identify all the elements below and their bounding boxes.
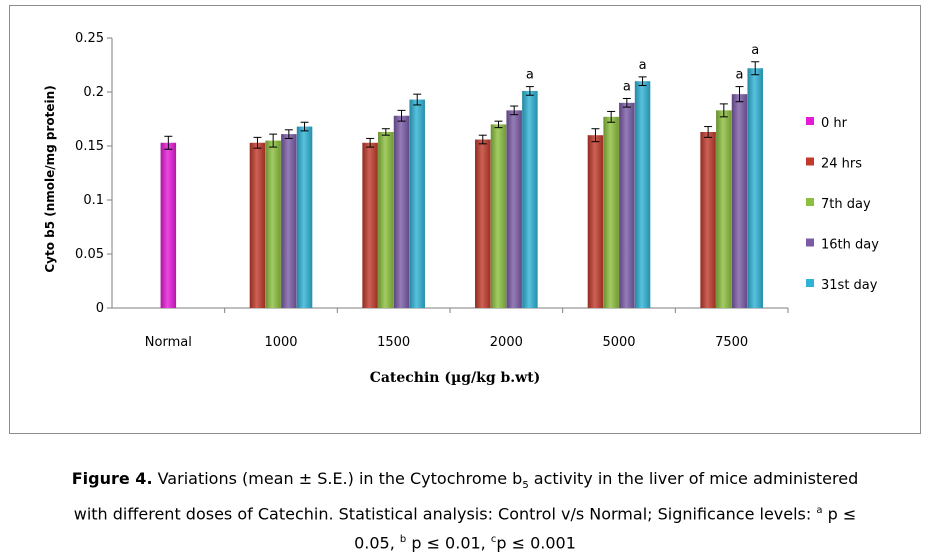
caption-text-1: Variations (mean ± S.E.) in the Cytochro… (152, 469, 523, 488)
y-tick-label: 0.1 (83, 193, 104, 208)
bar (475, 139, 491, 308)
x-category-label: 1500 (377, 335, 410, 350)
x-category-label: 2000 (490, 335, 523, 350)
significance-label: a (623, 79, 631, 94)
significance-label: a (526, 68, 534, 83)
bar (506, 110, 522, 308)
bar (619, 102, 635, 308)
bar (587, 135, 604, 308)
caption-line-1: Figure 4. Variations (mean ± S.E.) in th… (0, 466, 930, 498)
legend-label: 16th day (821, 238, 879, 253)
bar (716, 110, 732, 308)
significance-label: a (736, 68, 744, 83)
bar (378, 131, 394, 308)
legend-swatch (806, 157, 814, 166)
x-category-label: 1000 (264, 335, 297, 350)
caption-sup-c: c (490, 533, 497, 545)
caption-sup-b: b (399, 533, 407, 545)
caption-subscript: 5 (522, 480, 529, 492)
bar (700, 131, 716, 308)
legend-swatch (806, 198, 814, 206)
x-axis-categories: Normal 1000 1500 2000 5000 7500 (145, 308, 789, 350)
bar (409, 99, 425, 308)
significance-label: a (639, 58, 647, 73)
bar (281, 134, 297, 308)
caption-line-3: 0.05, b p ≤ 0.01, cp ≤ 0.001 (0, 527, 930, 555)
caption-text-2b: p ≤ (822, 504, 857, 524)
bar (490, 124, 507, 309)
x-category-label: Normal (145, 335, 192, 350)
caption-line-2: with different doses of Catechin. Statis… (0, 498, 930, 526)
bar (747, 68, 763, 308)
x-axis-title: Catechin (µg/kg b.wt) (370, 370, 541, 386)
x-category-label: 5000 (602, 335, 635, 350)
legend-label: 0 hr (821, 116, 848, 131)
legend-label: 24 hrs (821, 157, 862, 172)
y-tick-label: 0.25 (75, 31, 104, 46)
y-tick-label: 0.05 (75, 247, 104, 262)
y-tick-label: 0 (96, 301, 104, 316)
caption-text-1b: activity in the liver of mice administer… (528, 469, 859, 488)
bar (731, 94, 748, 308)
chart-axes (111, 38, 788, 309)
bar (265, 140, 281, 308)
caption-text-2: with different doses of Catechin. Statis… (73, 504, 817, 524)
caption-text-3b: p ≤ 0.01, (406, 532, 491, 552)
bar (393, 115, 410, 308)
bar (296, 126, 313, 308)
y-tick-label: 0.15 (75, 139, 104, 154)
bar (362, 142, 378, 308)
caption-text-3c: p ≤ 0.001 (496, 532, 576, 552)
legend: 0 hr 24 hrs 7th day 16th day 31st day (806, 116, 879, 293)
figure-label: Figure 4. (71, 469, 153, 488)
x-category-label: 7500 (715, 335, 748, 350)
legend-swatch (806, 117, 814, 125)
legend-swatch (806, 279, 814, 287)
significance-label: a (751, 43, 759, 58)
y-tick-label: 0.2 (83, 85, 104, 100)
bar (249, 142, 266, 308)
y-axis-ticks: 0 0.05 0.1 0.15 0.2 0.25 (75, 31, 112, 316)
y-axis-title: Cyto b5 (nmole/mg protein) (43, 85, 57, 272)
legend-swatch (806, 238, 814, 247)
legend-label: 31st day (821, 278, 878, 293)
bar (522, 90, 538, 308)
bar (634, 81, 651, 308)
caption-text-3: 0.05, (354, 532, 400, 552)
figure-caption: Figure 4. Variations (mean ± S.E.) in th… (0, 466, 930, 555)
bar (160, 142, 177, 308)
legend-label: 7th day (821, 197, 871, 212)
bar (603, 116, 619, 308)
caption-sup-a: a (816, 505, 823, 517)
